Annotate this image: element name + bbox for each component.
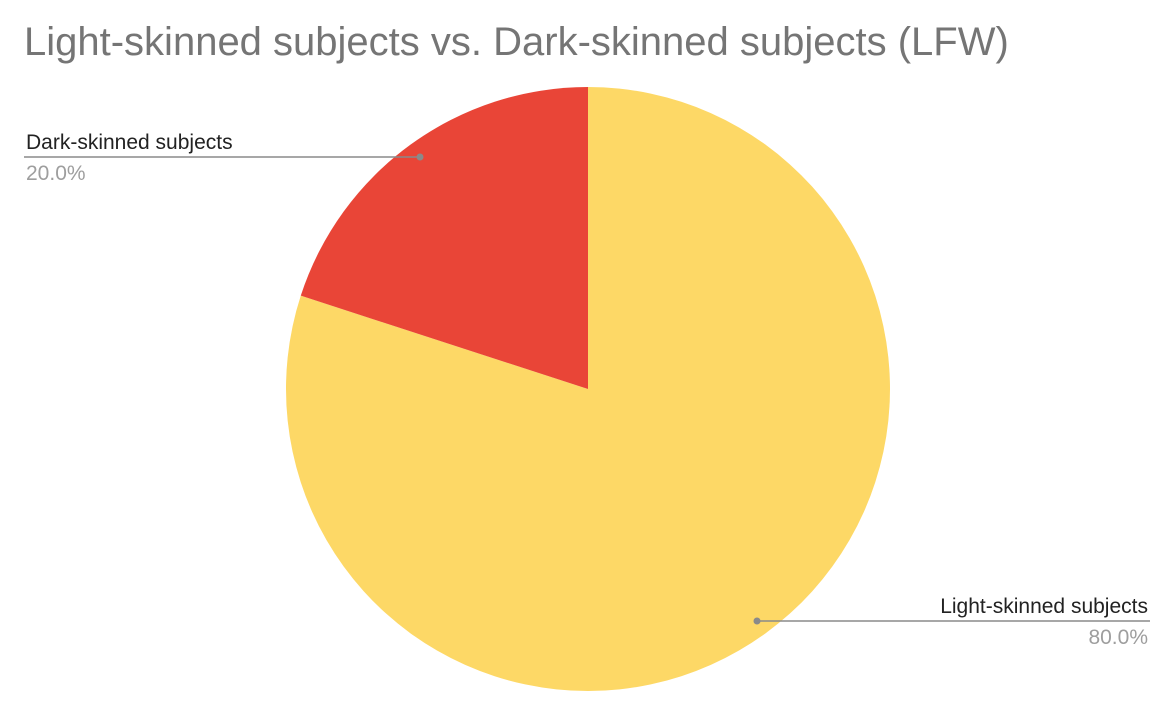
slice-label-dark: Dark-skinned subjects — [26, 131, 233, 154]
slice-label-light: Light-skinned subjects — [940, 595, 1148, 618]
pie-labels: Dark-skinned subjects 20.0% Light-skinne… — [24, 131, 1150, 649]
leader-dot-light — [753, 617, 761, 625]
pie-slice-dark — [300, 87, 588, 389]
slice-pct-dark: 20.0% — [26, 162, 86, 185]
chart-title: Light-skinned subjects vs. Dark-skinned … — [24, 20, 1009, 64]
pie-slices — [286, 87, 891, 691]
leader-dot-dark — [416, 153, 424, 161]
slice-pct-light: 80.0% — [1088, 626, 1148, 649]
